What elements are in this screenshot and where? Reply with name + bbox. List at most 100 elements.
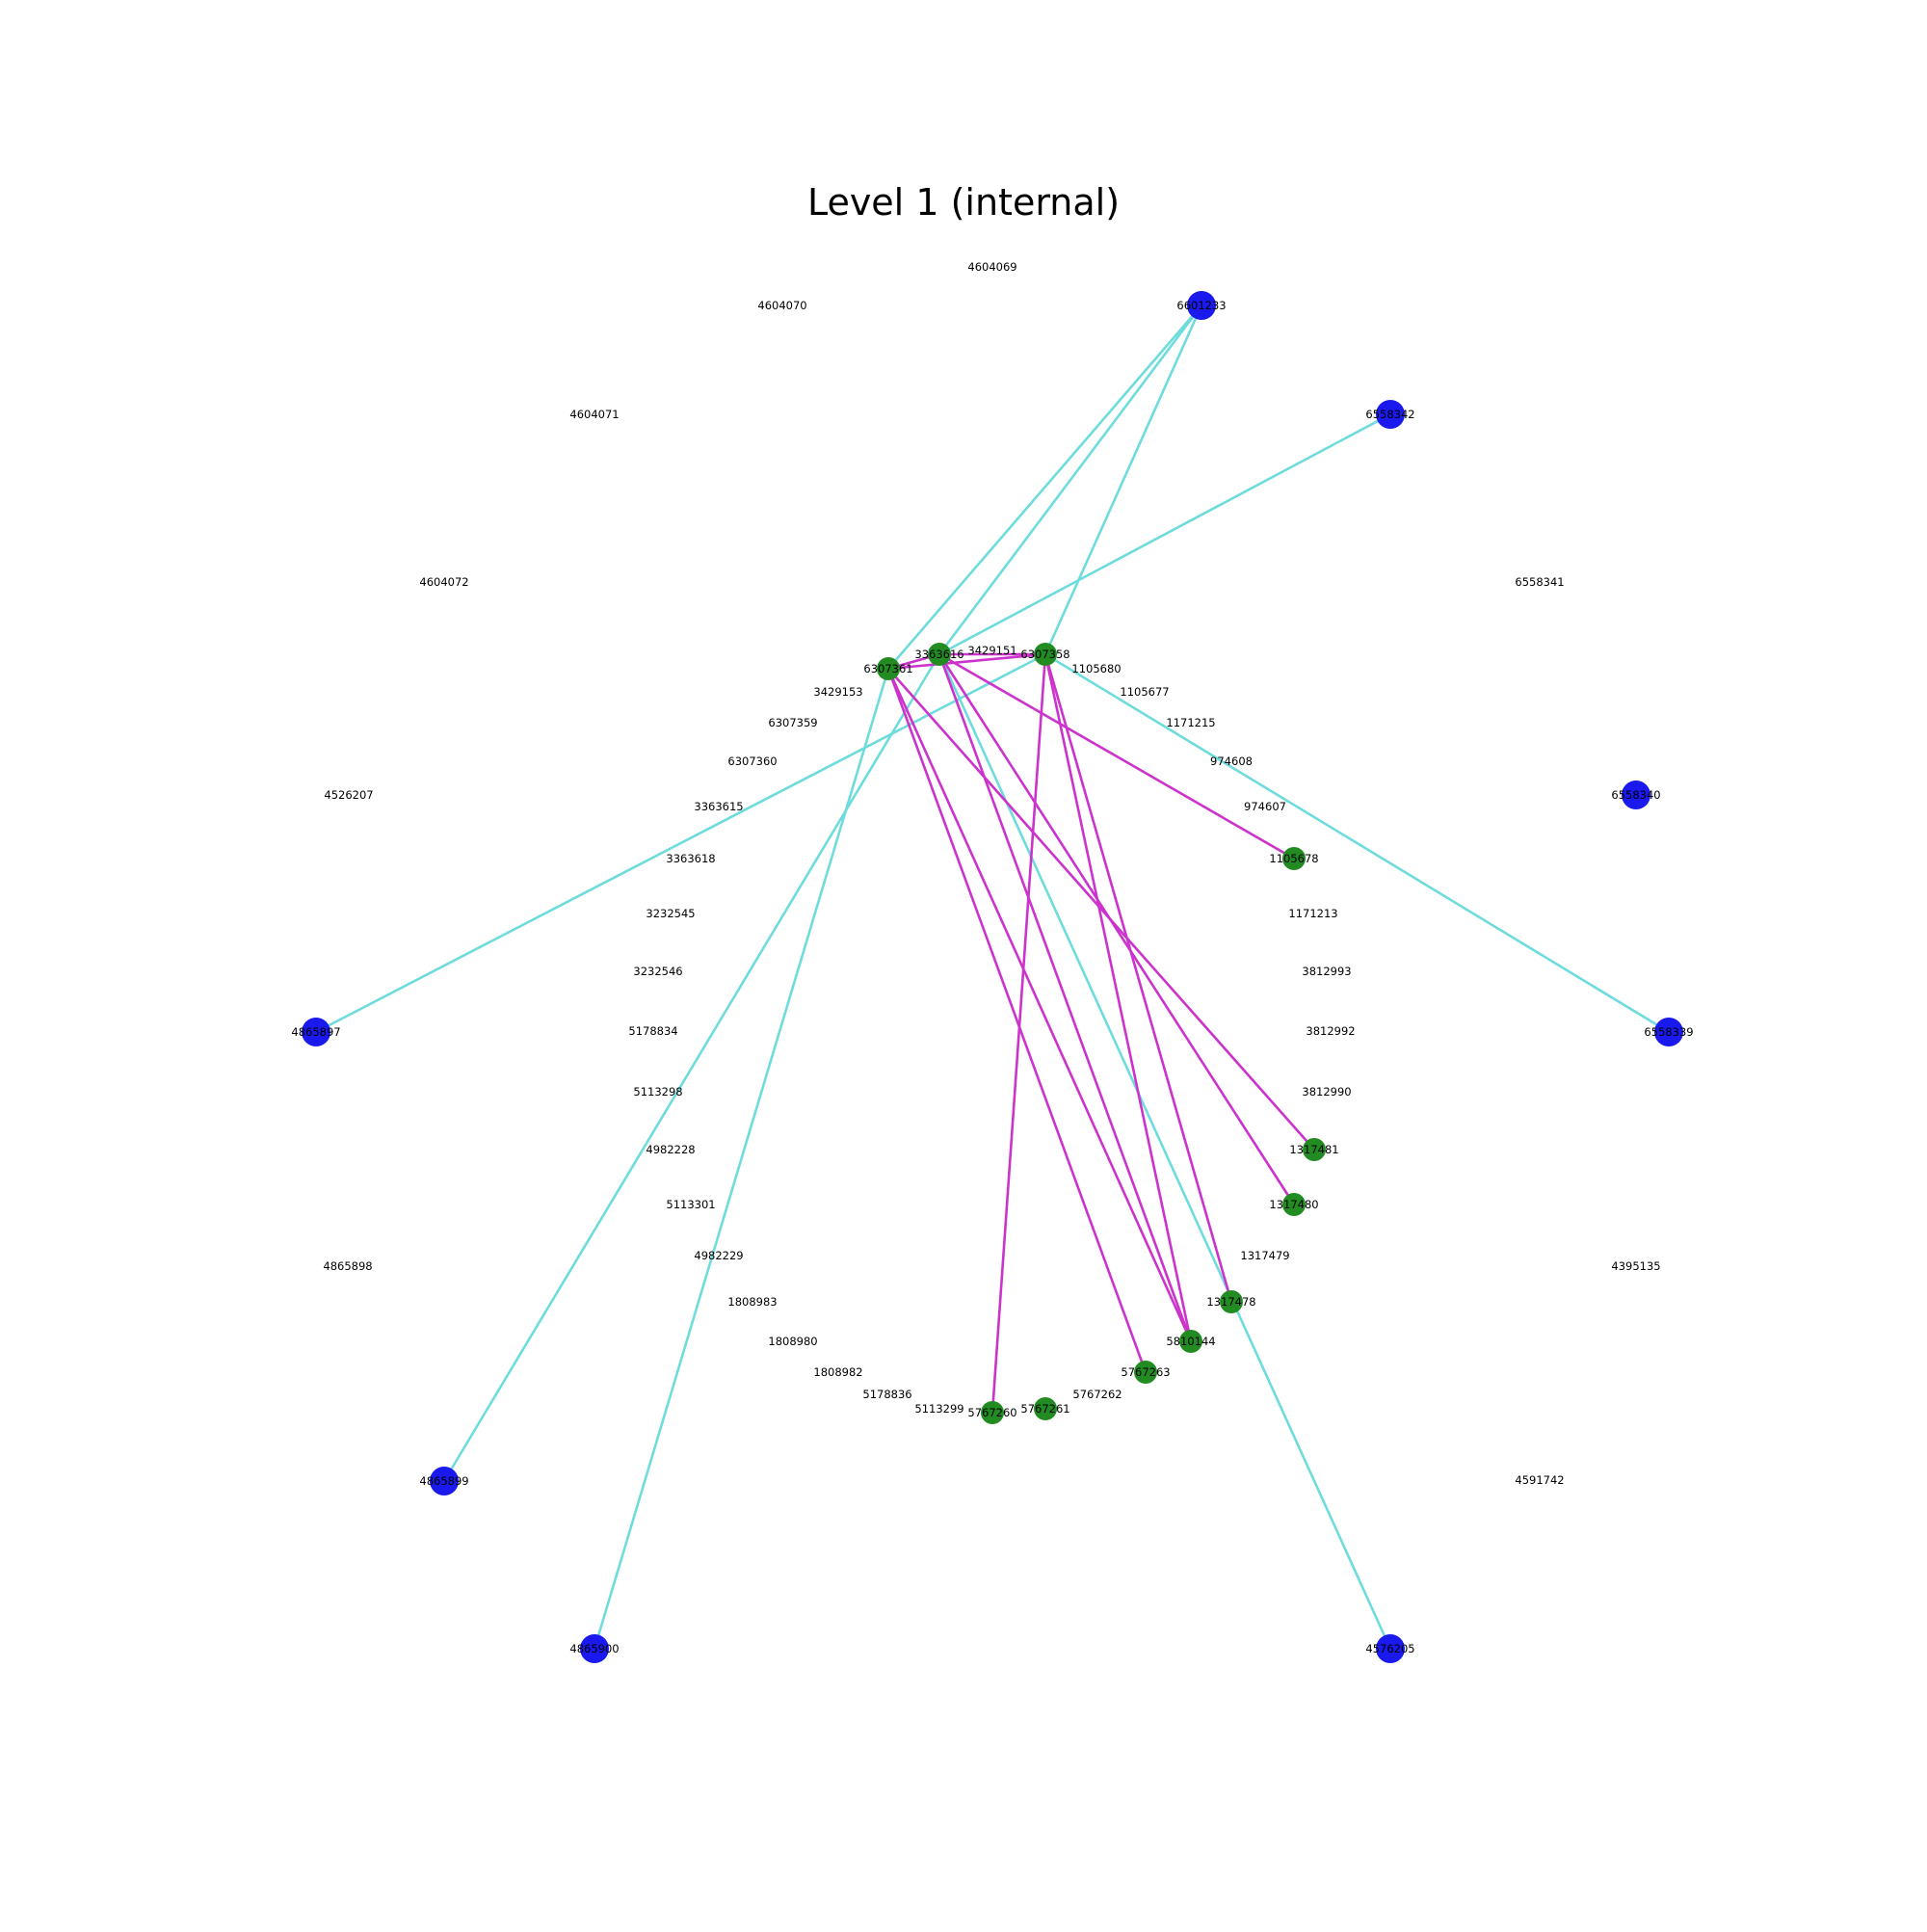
edge-internal-6307361-1317481 (886, 667, 1316, 1151)
node-label-5113301: 5113301 (666, 1198, 715, 1211)
node-label-4982228: 4982228 (646, 1143, 695, 1156)
edge-external-6601233-6307361 (886, 304, 1203, 671)
node-label-3812992: 3812992 (1306, 1024, 1355, 1038)
node-internal-3363616 (928, 643, 951, 666)
node-internal-1105678 (1282, 847, 1306, 870)
node-label-3232546: 3232546 (633, 965, 682, 978)
node-label-6558341: 6558341 (1515, 575, 1564, 589)
node-label-4604069: 4604069 (967, 260, 1016, 274)
node-label-3232545: 3232545 (646, 907, 695, 920)
node-label-5767260: 5767260 (967, 1406, 1016, 1419)
node-label-4604072: 4604072 (419, 575, 468, 589)
node-internal-1317481 (1303, 1138, 1326, 1161)
node-label-1105677: 1105677 (1120, 685, 1169, 699)
node-label-1105678: 1105678 (1269, 852, 1318, 865)
edge-internal-6307358-5810144 (1043, 652, 1193, 1343)
node-label-4865897: 4865897 (291, 1025, 340, 1039)
node-label-6307359: 6307359 (768, 716, 817, 729)
edge-external-6307361-4865900 (593, 667, 890, 1651)
node-label-4395135: 4395135 (1611, 1259, 1660, 1273)
node-label-4604071: 4604071 (569, 408, 619, 421)
edge-internal-6307358-1317478 (1043, 652, 1233, 1304)
node-internal-5810144 (1179, 1330, 1202, 1353)
node-label-4526207: 4526207 (324, 788, 373, 802)
node-external-4865899 (430, 1467, 459, 1495)
node-label-4591742: 4591742 (1515, 1473, 1564, 1487)
node-label-3363615: 3363615 (694, 800, 743, 813)
edge-external-6558342-3363616 (937, 412, 1392, 656)
node-label-1105680: 1105680 (1071, 662, 1121, 675)
node-label-3812990: 3812990 (1302, 1085, 1351, 1098)
node-label-6601233: 6601233 (1176, 299, 1226, 312)
edge-internal-6307358-5767260 (990, 652, 1047, 1415)
node-label-5767262: 5767262 (1072, 1388, 1122, 1401)
node-label-1808980: 1808980 (768, 1335, 817, 1348)
edge-internal-6307361-5810144 (886, 667, 1193, 1343)
node-label-1317480: 1317480 (1269, 1198, 1318, 1211)
node-label-5178836: 5178836 (862, 1388, 911, 1401)
node-label-5767263: 5767263 (1121, 1365, 1170, 1379)
edge-external-6307358-6558339 (1043, 652, 1671, 1034)
node-label-1171215: 1171215 (1166, 716, 1215, 729)
edge-external-6307358-4865897 (314, 652, 1047, 1034)
node-label-3363618: 3363618 (666, 852, 715, 865)
node-internal-5767263 (1134, 1361, 1157, 1384)
node-label-3812993: 3812993 (1302, 965, 1351, 978)
node-external-6601233 (1187, 291, 1216, 320)
node-internal-6307358 (1034, 643, 1057, 666)
edge-external-3363616-4865899 (442, 652, 941, 1483)
node-label-3363616: 3363616 (914, 648, 964, 661)
node-label-1171213: 1171213 (1288, 907, 1337, 920)
edge-internal-3363616-5810144 (937, 652, 1193, 1343)
node-label-5178834: 5178834 (628, 1024, 677, 1038)
node-label-1808982: 1808982 (813, 1365, 862, 1379)
node-label-4865900: 4865900 (569, 1642, 619, 1655)
node-external-4865897 (302, 1018, 330, 1046)
node-internal-5767261 (1034, 1397, 1057, 1420)
node-label-6558339: 6558339 (1644, 1025, 1693, 1039)
node-external-4576205 (1376, 1634, 1405, 1663)
edge-external-6601233-3363616 (937, 304, 1203, 656)
node-internal-5767260 (981, 1401, 1004, 1424)
node-label-1317478: 1317478 (1206, 1295, 1255, 1309)
edge-internal-6307361-6307358 (886, 652, 1047, 671)
node-label-4576205: 4576205 (1365, 1642, 1414, 1655)
node-label-1808983: 1808983 (727, 1295, 777, 1309)
edge-internal-3363616-1105678 (937, 652, 1296, 860)
node-external-4865900 (580, 1634, 609, 1663)
node-label-1317481: 1317481 (1289, 1143, 1338, 1156)
node-internal-6307361 (877, 657, 900, 680)
node-label-4865899: 4865899 (419, 1474, 468, 1488)
node-label-6307358: 6307358 (1020, 648, 1069, 661)
node-external-6558339 (1654, 1018, 1683, 1046)
node-label-974607: 974607 (1244, 800, 1286, 813)
edge-external-6601233-6307358 (1043, 304, 1203, 656)
node-external-6558340 (1622, 781, 1650, 809)
node-internal-1317478 (1220, 1290, 1243, 1313)
node-label-6558340: 6558340 (1611, 788, 1660, 802)
node-label-5113298: 5113298 (633, 1085, 682, 1098)
nodes-layer (302, 291, 1683, 1663)
edge-internal-3363616-1317480 (937, 652, 1296, 1206)
node-label-1317479: 1317479 (1240, 1249, 1289, 1262)
edges-layer (314, 304, 1671, 1651)
node-label-4982229: 4982229 (694, 1249, 743, 1262)
node-label-5810144: 5810144 (1166, 1335, 1215, 1348)
node-label-974608: 974608 (1210, 754, 1253, 768)
node-label-5113299: 5113299 (914, 1402, 964, 1416)
node-label-6558342: 6558342 (1365, 408, 1414, 421)
diagram-title: Level 1 (internal) (806, 181, 1121, 224)
node-label-3429151: 3429151 (967, 644, 1016, 657)
edge-internal-6307361-5767263 (886, 667, 1148, 1374)
node-label-4865898: 4865898 (323, 1259, 372, 1273)
node-label-3429153: 3429153 (813, 685, 862, 699)
node-label-5767261: 5767261 (1020, 1402, 1069, 1416)
labels-layer: 4604069 4604070 4604071 4604072 4526207 48658… (291, 260, 1693, 1655)
node-label-6307360: 6307360 (727, 754, 777, 768)
node-internal-1317480 (1282, 1193, 1306, 1216)
edge-external-3363616-4576205 (937, 652, 1392, 1651)
node-label-6307361: 6307361 (863, 662, 912, 675)
node-label-4604070: 4604070 (757, 299, 806, 312)
